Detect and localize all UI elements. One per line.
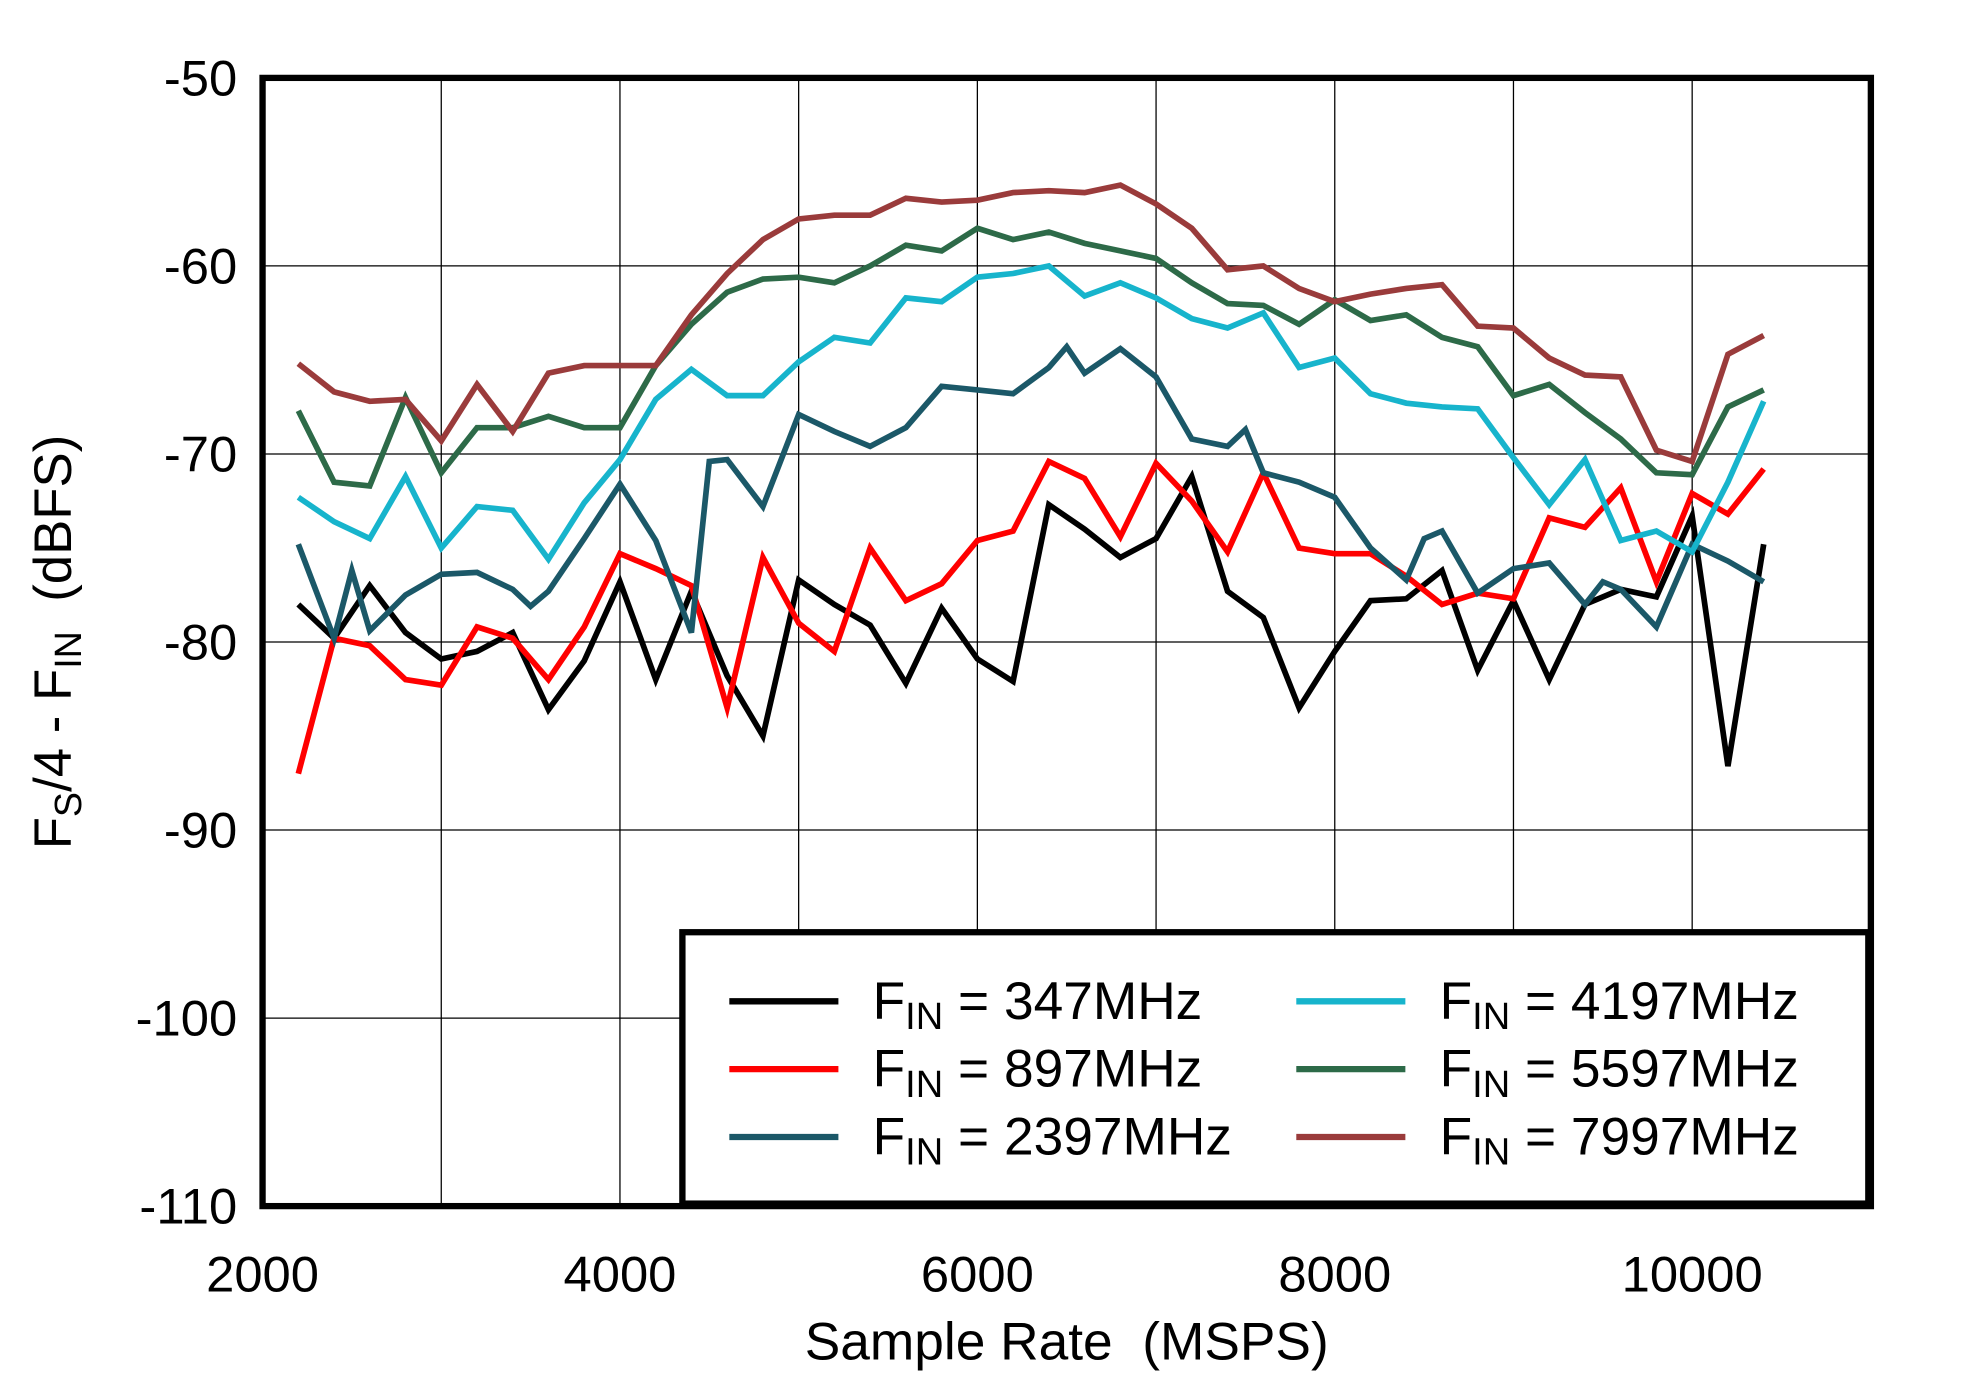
subscript: IN (905, 1064, 943, 1106)
subscript: IN (905, 996, 943, 1038)
x-tick-label: 4000 (564, 1246, 677, 1303)
legend-item: FIN = 5597MHz (1296, 1040, 1799, 1106)
legend-label: FIN = 347MHz (873, 972, 1203, 1038)
subscript: S (48, 792, 90, 817)
y-tick-label: -80 (164, 614, 237, 671)
y-tick-label: -50 (164, 50, 237, 107)
legend-label: FIN = 2397MHz (873, 1108, 1232, 1174)
text: F (873, 1040, 906, 1099)
legend-item: FIN = 4197MHz (1296, 972, 1799, 1038)
text: F (1440, 1040, 1473, 1099)
series-line-3 (296, 262, 1767, 565)
series-line-4 (295, 225, 1765, 489)
y-tick-label: -110 (139, 1178, 237, 1235)
plot-frame (259, 74, 1875, 1210)
text: = 2397MHz (943, 1108, 1232, 1167)
text: (dBFS) (24, 435, 83, 631)
text: F (873, 1108, 906, 1167)
subscript: IN (48, 631, 90, 669)
x-tick-label: 2000 (206, 1246, 319, 1303)
series-line-1 (295, 457, 1766, 775)
series-line-5 (296, 182, 1766, 466)
text: F (24, 817, 83, 849)
legend-label: FIN = 897MHz (873, 1040, 1203, 1106)
subscript: IN (1472, 996, 1510, 1038)
x-axis-label: Sample Rate (MSPS) (805, 1313, 1329, 1372)
legend-item: FIN = 897MHz (729, 1040, 1202, 1106)
legend-item: FIN = 7997MHz (1296, 1108, 1799, 1174)
text: /4 - F (24, 669, 83, 792)
series-line-0 (296, 469, 1767, 767)
legend-item: FIN = 347MHz (729, 972, 1202, 1038)
text: = 5597MHz (1510, 1040, 1799, 1099)
text: F (1440, 1108, 1473, 1167)
subscript: IN (1472, 1064, 1510, 1106)
text: F (873, 972, 906, 1031)
legend-item: FIN = 2397MHz (729, 1108, 1232, 1174)
subscript: IN (1472, 1132, 1510, 1174)
y-axis-label: FS/4 - FIN (dBFS) (24, 435, 90, 850)
legend-label: FIN = 5597MHz (1440, 1040, 1799, 1106)
y-tick-label: -100 (136, 990, 238, 1047)
text: F (1440, 972, 1473, 1031)
legend-label: FIN = 7997MHz (1440, 1108, 1799, 1174)
y-tick-label: -70 (164, 426, 237, 483)
legend-label: FIN = 4197MHz (1440, 972, 1799, 1038)
text: = 4197MHz (1510, 972, 1799, 1031)
text: = 347MHz (943, 972, 1202, 1031)
y-tick-label: -60 (164, 238, 237, 295)
y-tick-label: -90 (164, 802, 237, 859)
text: = 7997MHz (1510, 1108, 1799, 1167)
series-lines (295, 182, 1767, 775)
series-line-2 (295, 342, 1766, 648)
x-tick-label: 10000 (1622, 1246, 1763, 1303)
x-tick-label: 6000 (921, 1246, 1034, 1303)
tick-labels: -50 -60 -70 -80 -90 -100 -110 2000 4000 6000 8000 1… (136, 50, 1763, 1303)
x-tick-label: 8000 (1278, 1246, 1391, 1303)
subscript: IN (905, 1132, 943, 1174)
text: = 897MHz (943, 1040, 1202, 1099)
